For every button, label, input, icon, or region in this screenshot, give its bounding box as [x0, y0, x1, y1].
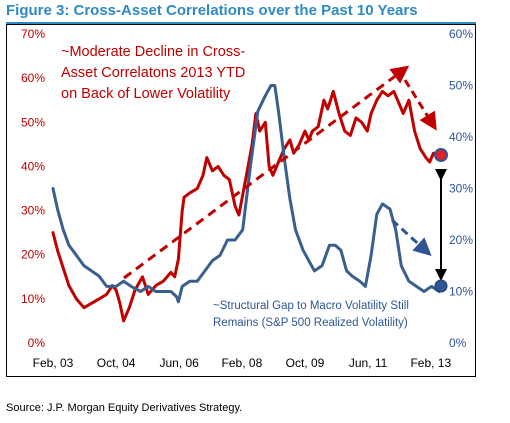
x-tick-label: Oct, 04: [97, 356, 136, 370]
left-tick-label: 50%: [21, 115, 45, 129]
correlation-annotation-line: on Back of Lower Volatility: [61, 86, 231, 102]
left-tick-label: 20%: [21, 248, 45, 262]
figure-title: Figure 3: Cross-Asset Correlations over …: [6, 2, 418, 19]
volatility-endpoint-marker: [434, 279, 448, 293]
uptrend-arrow: [123, 65, 410, 280]
left-axis-ticks: 0% 10% 20% 30% 40% 50% 60% 70%: [21, 27, 45, 350]
x-tick-label: Feb, 08: [222, 356, 263, 370]
volatility-annotation-line: ~Structural Gap to Macro Volatility Stil…: [213, 300, 409, 312]
line-chart: 0% 10% 20% 30% 40% 50% 60% 70% 0% 10% 20% 30% 40% 50…: [21, 27, 473, 370]
correlation-annotation-line: ~Moderate Decline in Cross-: [61, 44, 245, 60]
right-tick-label: 50%: [449, 79, 473, 93]
correlation-annotation-line: Asset Correlatons 2013 YTD: [61, 65, 245, 81]
x-tick-label: Feb, 13: [410, 356, 451, 370]
x-tick-label: Feb, 03: [33, 356, 74, 370]
x-tick-label: Jun, 06: [159, 356, 199, 370]
x-axis-ticks: Feb, 03 Oct, 04 Jun, 06 Feb, 08 Oct, 09 Jun, …: [33, 356, 452, 370]
right-axis-ticks: 0% 10% 20% 30% 40% 50% 60%: [449, 27, 473, 350]
left-tick-label: 70%: [21, 27, 45, 41]
right-tick-label: 30%: [449, 182, 473, 196]
left-tick-label: 0%: [28, 336, 46, 350]
arrow-layer: [123, 65, 448, 293]
correlation-decline-arrow: [403, 79, 437, 131]
volatility-decline-arrow: [390, 218, 432, 257]
series-layer: [51, 84, 441, 323]
left-tick-label: 30%: [21, 204, 45, 218]
left-tick-label: 60%: [21, 71, 45, 85]
volatility-annotation-line: Remains (S&P 500 Realized Volatility): [213, 317, 408, 329]
left-tick-label: 10%: [21, 292, 45, 306]
x-tick-label: Oct, 09: [286, 356, 325, 370]
right-tick-label: 20%: [449, 233, 473, 247]
volatility-line: [51, 84, 441, 304]
right-tick-label: 10%: [449, 285, 473, 299]
chart-frame: 0% 10% 20% 30% 40% 50% 60% 70% 0% 10% 20% 30% 40% 50…: [6, 24, 476, 377]
correlation-line: [51, 89, 441, 323]
left-tick-label: 40%: [21, 159, 45, 173]
title-rule: [6, 22, 476, 24]
right-tick-label: 40%: [449, 130, 473, 144]
right-tick-label: 0%: [449, 336, 467, 350]
source-note: Source: J.P. Morgan Equity Derivatives S…: [6, 402, 243, 414]
correlation-endpoint-marker: [434, 148, 448, 162]
annotation-layer: ~Moderate Decline in Cross- Asset Correla…: [61, 44, 409, 329]
right-tick-label: 60%: [449, 27, 473, 41]
x-tick-label: Jun, 11: [349, 356, 388, 370]
